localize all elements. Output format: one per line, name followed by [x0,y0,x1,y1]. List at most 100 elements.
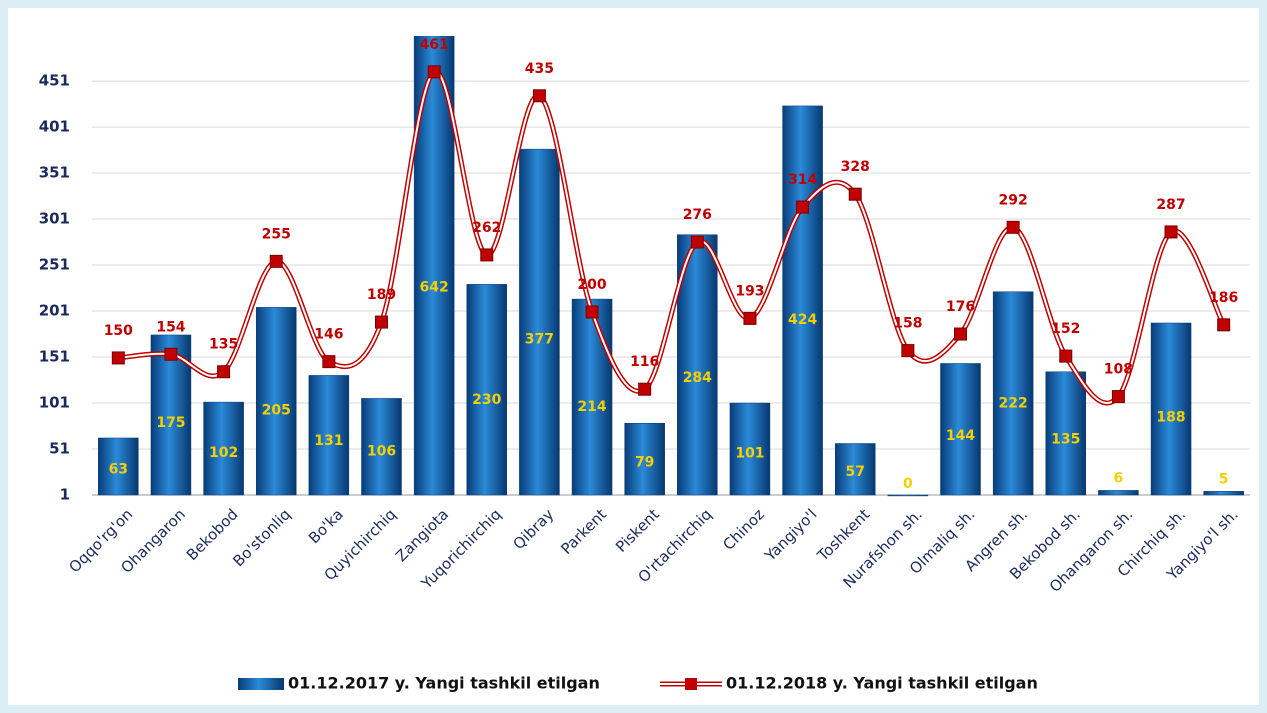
line-marker [638,382,652,396]
bar [571,298,613,496]
line-value-label: 255 [262,226,291,242]
line-marker [954,327,967,341]
bar-value-label: 0 [903,476,913,492]
line-marker [532,89,546,103]
bar [677,234,718,496]
bar-value-label: 102 [209,445,238,461]
y-tick-label: 51 [49,440,70,458]
legend-label: 01.12.2017 y. Yangi tashkil etilgan [288,674,600,693]
bar-value-label: 377 [525,331,554,347]
bar [361,398,402,496]
bar-value-label: 284 [683,370,712,386]
line-value-label: 435 [525,61,554,77]
chart-background [8,8,1259,705]
line-marker [480,248,494,262]
bar [834,443,876,496]
bar-value-label: 57 [845,464,864,480]
line-value-label: 135 [209,337,238,353]
line-marker [901,344,915,358]
line-value-label: 189 [367,287,396,303]
bar [466,284,508,496]
line-value-label: 150 [104,323,133,339]
line-value-label: 152 [1051,321,1080,337]
line-marker [1059,349,1073,363]
y-tick-label: 301 [39,210,70,228]
line-value-label: 108 [1104,362,1133,378]
line-value-label: 193 [735,283,764,299]
line-marker [743,311,757,325]
y-tick-label: 1 [60,486,70,504]
line-marker [848,187,862,201]
line-marker [427,65,441,79]
y-tick-label: 401 [39,118,70,136]
bar [729,402,771,496]
line-value-label: 292 [999,192,1028,208]
line-value-label: 176 [946,299,975,315]
bar [98,437,139,496]
bar [308,375,350,496]
y-tick-label: 201 [39,302,70,320]
bar-value-label: 205 [262,403,291,419]
bar-value-label: 175 [156,415,185,431]
bar-value-label: 101 [735,446,764,462]
line-value-label: 328 [841,159,870,175]
bar-value-label: 230 [472,392,501,408]
bar-value-label: 6 [1114,470,1124,486]
bar-value-label: 214 [577,399,606,415]
bar [782,105,823,496]
line-marker [796,200,810,214]
line-value-label: 262 [472,220,501,236]
line-marker [1217,318,1231,332]
y-tick-label: 151 [39,348,70,366]
line-marker [690,235,704,249]
line-marker [164,347,178,361]
bar [992,291,1034,496]
line-value-label: 200 [577,277,606,293]
bar [519,148,560,496]
bar [255,307,297,496]
bar-value-label: 131 [314,433,343,449]
line-marker [111,351,125,365]
line-marker [269,254,283,268]
line-marker [322,355,336,369]
bar [940,363,981,496]
line-value-label: 287 [1156,197,1185,213]
y-tick-label: 251 [39,256,70,274]
bar [887,494,929,497]
line-value-label: 116 [630,354,659,370]
bar-value-label: 642 [420,280,449,296]
bar [203,401,244,496]
legend-swatch-marker [685,678,697,690]
line-marker [1006,220,1020,234]
bar-value-label: 63 [109,461,128,477]
bar-value-label: 424 [788,312,817,328]
line-marker [585,305,599,319]
line-value-label: 314 [788,172,817,188]
bar-value-label: 5 [1219,471,1229,487]
bar-value-label: 79 [635,455,654,471]
line-value-label: 158 [893,316,922,332]
bar [624,423,665,496]
bar-value-label: 135 [1051,432,1080,448]
line-value-label: 146 [314,327,343,343]
bar-value-label: 222 [999,396,1028,412]
y-tick-label: 351 [39,164,70,182]
line-marker [1111,390,1125,404]
y-tick-label: 101 [39,394,70,412]
line-marker [217,365,231,379]
bar [1045,371,1087,496]
bars [98,36,1244,497]
line-value-label: 154 [156,319,185,335]
line-marker [375,315,388,329]
line-value-label: 461 [420,37,449,53]
legend-label: 01.12.2018 y. Yangi tashkil etilgan [726,674,1038,693]
bar [1203,491,1244,496]
bar [1150,322,1192,496]
legend-swatch [238,678,284,690]
bar-value-label: 144 [946,428,975,444]
y-tick-label: 451 [39,72,70,90]
bar-value-label: 106 [367,444,396,460]
bar [1098,490,1139,496]
line-marker [1164,225,1178,239]
